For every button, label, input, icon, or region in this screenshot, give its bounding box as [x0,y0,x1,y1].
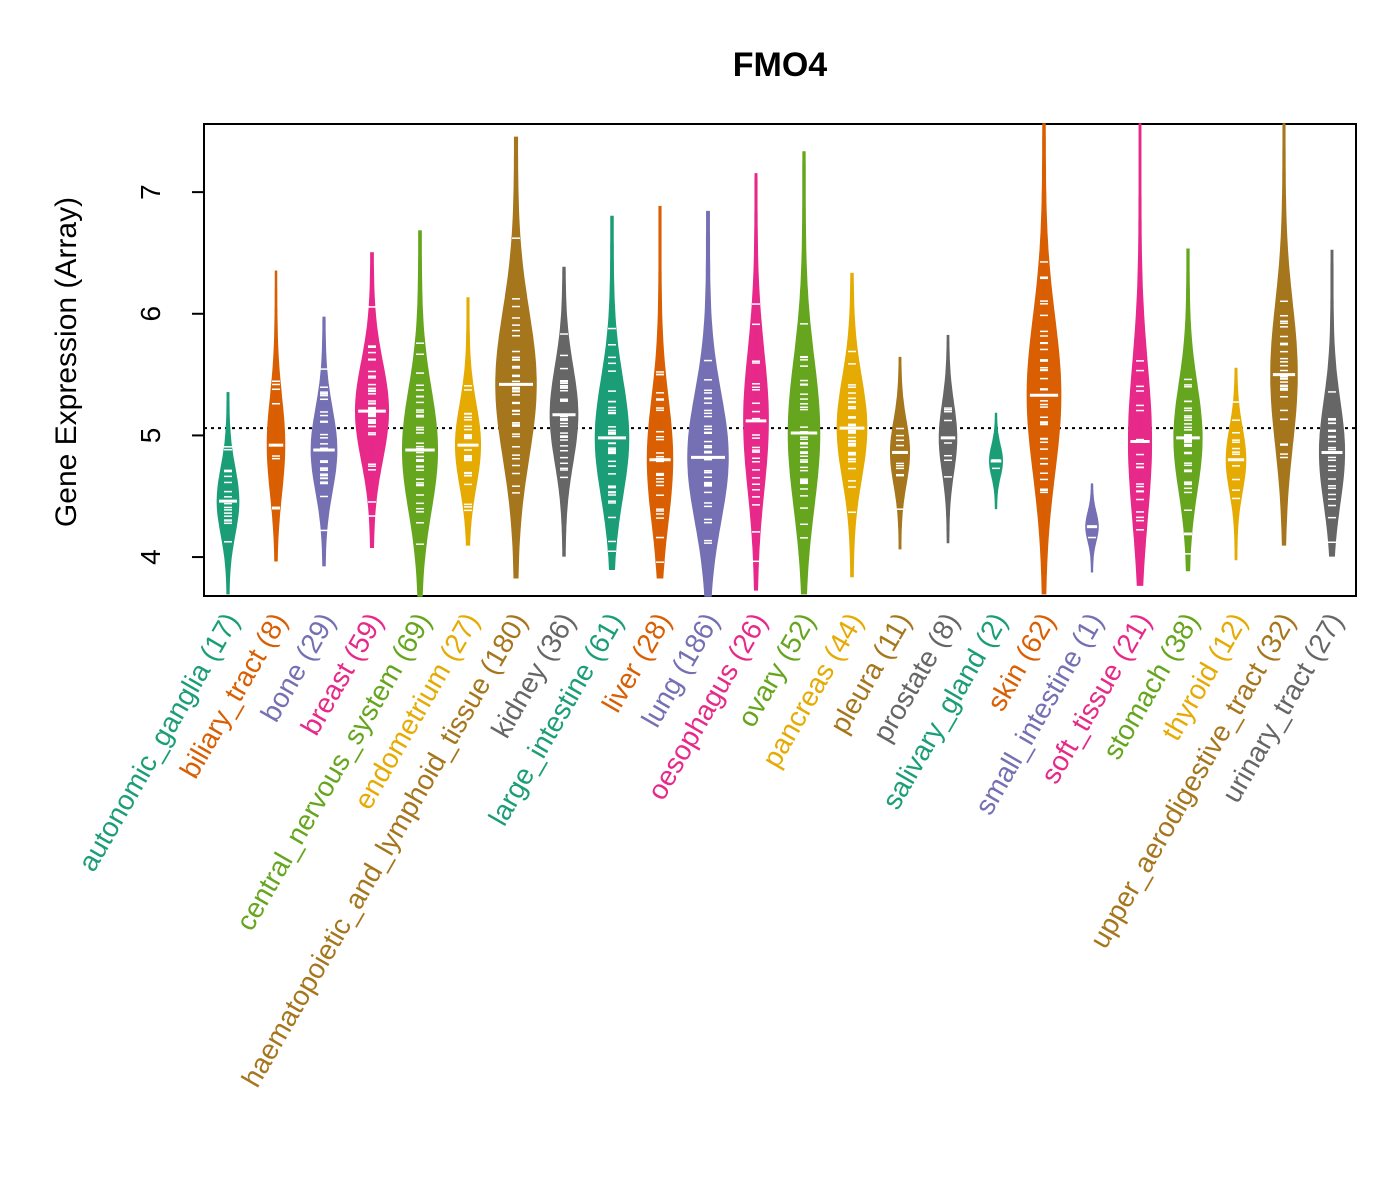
y-axis-label: Gene Expression (Array) [50,197,83,527]
violin-group [454,297,482,546]
violin-group [1270,123,1298,546]
violin-group [1173,248,1203,572]
violin-group [401,230,439,597]
violin-group [687,210,729,597]
violin-group [1026,123,1062,595]
violin-group [787,151,821,595]
violin-group [836,272,868,578]
violin-group [495,136,537,579]
x-axis-labels: autonomic_ganglia (17)biliary_tract (8)b… [72,608,1349,1093]
y-tick-label: 5 [135,428,166,444]
violin-group [1127,123,1153,586]
violin-group [1085,483,1099,573]
violin-group [889,356,911,550]
violin-group [216,392,240,595]
violin-group [988,412,1004,510]
violin-group [594,215,630,570]
violin-group [743,173,769,591]
violin-group [354,252,390,549]
violin-group [1318,249,1346,557]
violin-group [1225,367,1247,561]
violin-group [646,205,674,579]
plot-area [203,123,1357,597]
y-tick-label: 6 [135,306,166,322]
y-tick-label: 4 [135,549,166,565]
violin-group [549,266,579,557]
chart-title: FMO4 [733,46,828,84]
violin-group [266,270,286,562]
y-tick-label: 7 [135,184,166,200]
violin-group [310,316,338,567]
y-axis: 4 5 6 7 [135,184,205,565]
violin-group [938,334,958,544]
